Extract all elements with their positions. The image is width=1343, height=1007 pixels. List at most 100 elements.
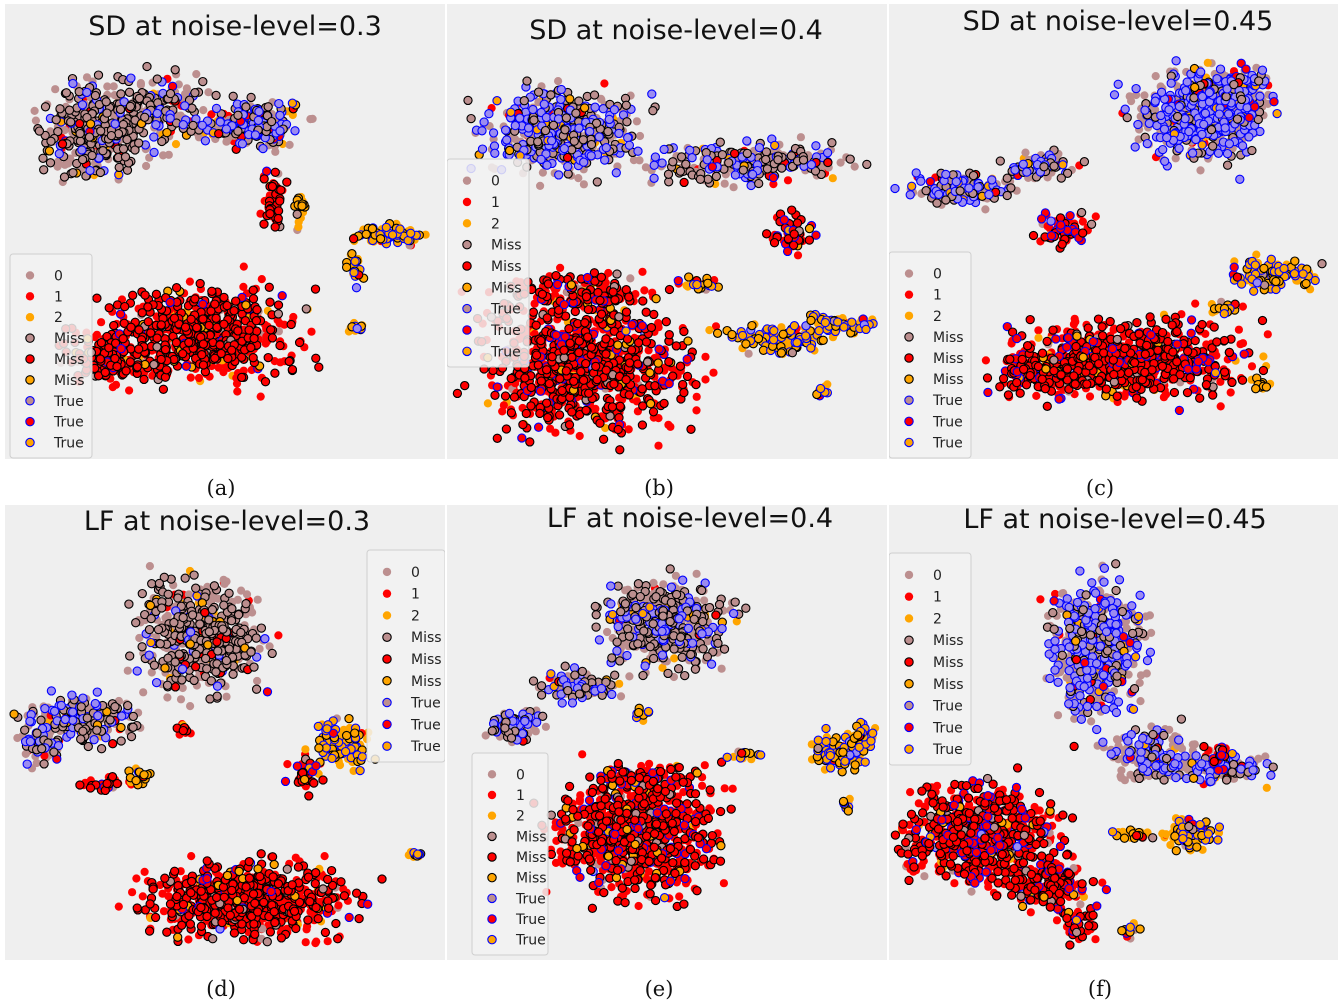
scatter-point (267, 181, 278, 192)
scatter-point (492, 382, 502, 392)
scatter-point (559, 345, 569, 355)
scatter-point (981, 356, 990, 365)
scatter-point (571, 108, 581, 118)
scatter-point (627, 320, 637, 330)
scatter-point (157, 136, 167, 147)
scatter-point (525, 437, 535, 447)
scatter-point (676, 152, 687, 162)
scatter-point (1132, 90, 1141, 100)
scatter-point (654, 323, 663, 332)
scatter-point (504, 145, 515, 156)
scatter-point (223, 353, 233, 364)
scatter-point (92, 293, 102, 303)
scatter-point (51, 115, 61, 125)
scatter-point (285, 140, 294, 149)
scatter-point (533, 422, 544, 432)
scatter-point (1247, 362, 1257, 371)
scatter-point (137, 308, 147, 318)
scatter-point (307, 327, 316, 336)
scatter-point (611, 168, 621, 178)
scatter-point (598, 434, 609, 444)
scatter-point (57, 139, 68, 149)
scatter-point (466, 113, 476, 124)
scatter-point (215, 340, 225, 350)
scatter-point (314, 362, 324, 372)
scatter-point (109, 82, 118, 91)
scatter-point (282, 177, 292, 187)
scatter-point (146, 328, 156, 338)
scatter-point (263, 102, 273, 112)
scatter-point (1171, 154, 1180, 163)
scatter-point (103, 82, 112, 91)
scatter-point (479, 117, 489, 127)
scatter-point (251, 316, 262, 326)
scatter-point (59, 172, 70, 182)
scatter-point (1069, 320, 1078, 329)
scatter-point (614, 312, 624, 322)
chart-panel-c: SD at noise-level=0.45 0 1 2 Miss Miss Miss Tru… (889, 4, 1338, 459)
scatter-point (738, 165, 748, 175)
scatter-point (542, 160, 552, 170)
scatter-point (246, 342, 256, 353)
scatter-point (500, 125, 511, 135)
scatter-point (509, 392, 520, 402)
scatter-point (171, 337, 181, 348)
scatter-point (199, 106, 208, 115)
scatter-point (361, 229, 371, 239)
scatter-point (134, 325, 144, 335)
scatter-point (596, 94, 605, 103)
scatter-point (761, 154, 771, 165)
scatter-point (31, 116, 40, 125)
scatter-point (555, 374, 565, 384)
scatter-point (162, 127, 172, 138)
legend-marker-5 (25, 375, 35, 385)
scatter-point (77, 145, 87, 155)
scatter-point (75, 128, 85, 139)
scatter-point (707, 162, 718, 172)
scatter-point (492, 96, 502, 106)
scatter-point (96, 338, 107, 348)
scatter-point (747, 169, 758, 180)
scatter-point (198, 76, 208, 87)
chart-panel-a: SD at noise-level=0.3 0 1 2 Miss Miss Miss True… (5, 4, 445, 459)
scatter-point (151, 120, 161, 130)
scatter-point (118, 119, 129, 130)
scatter-point (567, 407, 577, 417)
scatter-point (649, 309, 659, 320)
scatter-point (777, 323, 786, 332)
scatter-point (241, 102, 251, 112)
scatter-point (701, 375, 710, 384)
scatter-point (624, 425, 633, 434)
scatter-point (692, 392, 701, 401)
scatter-point (548, 120, 559, 130)
scatter-point (574, 347, 584, 358)
scatter-point (1196, 166, 1205, 175)
scatter-point (663, 169, 674, 179)
scatter-point (215, 117, 225, 127)
scatter-point (654, 344, 664, 354)
scatter-point (742, 136, 752, 146)
scatter-point (1235, 174, 1245, 184)
scatter-point (186, 314, 196, 324)
scatter-point (591, 404, 600, 413)
scatter-point (231, 296, 241, 306)
scatter-point (782, 246, 793, 257)
scatter-point (1109, 90, 1120, 100)
scatter-point (46, 136, 56, 146)
scatter-point (152, 74, 162, 84)
scatter-point (981, 205, 990, 214)
scatter-point (239, 282, 248, 291)
scatter-point (139, 374, 149, 385)
legend-label: True (490, 302, 521, 318)
scatter-point (115, 104, 126, 115)
scatter-point (637, 420, 648, 430)
scatter-point (170, 65, 180, 75)
scatter-point (116, 89, 126, 99)
scatter-point (192, 70, 201, 79)
scatter-point (729, 183, 738, 192)
scatter-point (541, 365, 552, 375)
scatter-point (126, 322, 136, 332)
legend-label: True (53, 415, 84, 431)
scatter-point (551, 428, 560, 437)
